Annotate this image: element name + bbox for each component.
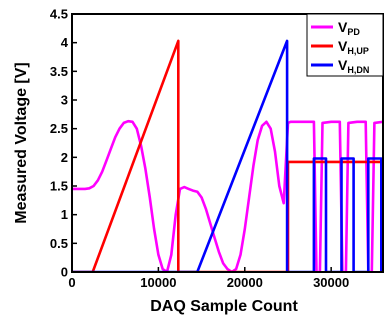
y-tick-label: 0.5: [50, 236, 68, 251]
legend-entry: VH,DN: [338, 57, 369, 75]
legend-entry: VPD: [338, 19, 360, 37]
series-line-h-dn: [72, 39, 383, 272]
y-tick-label: 4.5: [50, 7, 68, 22]
x-tick-label: 10000: [140, 275, 176, 290]
plot-frame: [71, 13, 384, 273]
y-tick-label: 1.5: [50, 179, 68, 194]
x-tick-label: 30000: [313, 275, 349, 290]
y-tick-label: 4: [61, 35, 69, 50]
y-tick-label: 1: [61, 207, 68, 222]
legend-entry: VH,UP: [338, 38, 369, 56]
y-tick-label: 2.5: [50, 121, 68, 136]
series-line-pd: [72, 119, 383, 272]
x-tick-label: 0: [68, 275, 75, 290]
x-axis-title: DAQ Sample Count: [150, 298, 298, 315]
y-tick-label: 2: [61, 150, 68, 165]
x-tick-label: 20000: [227, 275, 263, 290]
y-tick-label: 3.5: [50, 64, 68, 79]
y-axis-title: Measured Voltage [V]: [13, 62, 30, 224]
y-tick-label: 3: [61, 93, 68, 108]
y-tick-label: 0: [61, 265, 68, 280]
